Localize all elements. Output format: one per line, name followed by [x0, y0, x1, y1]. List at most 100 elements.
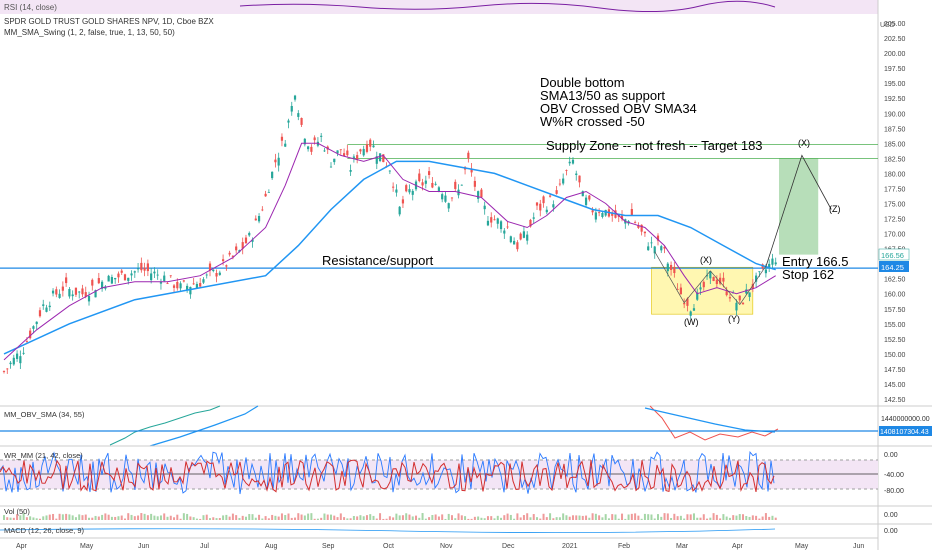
candle-body	[254, 218, 257, 221]
candle-body	[42, 304, 45, 306]
volume-bar	[679, 515, 682, 520]
note-1: Double bottom	[540, 75, 625, 90]
candle-body	[352, 156, 355, 158]
candle-body	[205, 274, 208, 276]
volume-bar	[205, 514, 208, 520]
y-tick-label: 180.00	[884, 171, 906, 178]
candle-body	[493, 219, 496, 221]
candle-body	[320, 135, 323, 137]
obv-badge	[879, 426, 932, 436]
volume-bar	[179, 518, 182, 520]
projection-path	[765, 154, 832, 267]
target-box	[778, 158, 819, 255]
candle-body	[81, 288, 84, 295]
candle-body	[241, 242, 244, 249]
candle-body	[604, 209, 607, 216]
candle-body	[215, 272, 218, 277]
volume-bar	[405, 513, 408, 520]
x-tick-label: Apr	[16, 543, 28, 550]
candle-body	[48, 305, 51, 308]
candle-body	[156, 274, 159, 276]
volume-bar	[209, 518, 212, 520]
candle-body	[369, 139, 372, 147]
obv-line-late	[649, 405, 779, 441]
candle-body	[179, 283, 182, 289]
volume-bar	[35, 518, 38, 520]
volume-bar	[261, 518, 264, 520]
volume-bar	[359, 515, 362, 520]
candle-body	[565, 170, 568, 171]
volume-bar	[12, 517, 15, 520]
candle-body	[87, 295, 91, 302]
candle-body	[738, 295, 741, 301]
candle-body	[248, 232, 251, 236]
candle-body	[342, 153, 346, 157]
volume-bar	[97, 516, 100, 520]
candle-body	[441, 194, 444, 200]
volume-bar	[19, 515, 22, 520]
y-tick-label: 172.50	[884, 217, 906, 224]
candle-body	[159, 281, 163, 284]
wr-label: WR_MM (21, 42, close)	[4, 451, 83, 460]
double-bottom-box	[651, 266, 754, 315]
y-tick-label: 142.50	[884, 397, 906, 404]
candle-body	[480, 189, 483, 198]
candle-body	[146, 263, 149, 272]
y-tick-label: 195.00	[884, 81, 906, 88]
price-pane: 142.50 145.00 147.50 150.00 152.50 155.00 157.…	[0, 0, 906, 550]
volume-bar	[696, 517, 699, 520]
volume-bar	[192, 517, 195, 520]
volume-bar	[300, 514, 303, 520]
y-tick-label: 162.50	[884, 277, 906, 284]
candle-body	[307, 146, 310, 150]
y-tick-label: 197.50	[884, 66, 906, 73]
vol-tick: 0.00	[884, 512, 898, 519]
volume-bar	[477, 516, 480, 520]
candle-body	[163, 275, 166, 281]
volume-bar	[621, 513, 624, 520]
volume-bar	[52, 513, 55, 520]
y-tick-label: 155.00	[884, 322, 906, 329]
candle-body	[650, 242, 653, 244]
candle-body	[522, 231, 526, 238]
candle-body	[32, 326, 35, 329]
candle-body	[686, 298, 689, 306]
candle-body	[61, 286, 64, 291]
volume-bar	[634, 513, 637, 520]
volume-bar	[244, 516, 247, 520]
candle-body	[444, 195, 447, 202]
candle-body	[395, 189, 398, 193]
volume-bar	[336, 517, 339, 520]
candle-body	[735, 302, 738, 311]
volume-bar	[536, 517, 539, 520]
volume-bar	[159, 515, 162, 520]
candle-body	[208, 263, 212, 271]
volume-bar	[25, 517, 28, 520]
candle-body	[496, 218, 499, 224]
candle-body	[620, 215, 624, 220]
volume-bar	[274, 515, 277, 520]
candle-body	[470, 168, 473, 173]
wave-x2: (X)	[798, 138, 810, 148]
volume-bar	[91, 517, 94, 520]
volume-bar	[349, 518, 352, 520]
note-2: SMA13/50 as support	[540, 88, 665, 103]
candle-body	[35, 321, 38, 325]
volume-bar	[323, 513, 326, 520]
volume-bar	[748, 516, 751, 520]
x-tick-label: Apr	[732, 543, 744, 550]
volume-bar	[388, 516, 391, 520]
candle-body	[437, 187, 441, 192]
volume-bar	[483, 518, 486, 520]
candle-body	[715, 279, 718, 285]
y-tick-label: 192.50	[884, 96, 906, 103]
volume-bar	[751, 515, 754, 520]
volume-bar	[287, 513, 290, 520]
wave-y: (Y)	[728, 314, 740, 324]
volume-bar	[611, 514, 614, 520]
volume-bar	[526, 513, 529, 520]
volume-bar	[630, 513, 633, 520]
volume-bar	[202, 515, 205, 520]
rsi-label: RSI (14, close)	[4, 3, 57, 12]
volume-bar	[290, 517, 293, 520]
